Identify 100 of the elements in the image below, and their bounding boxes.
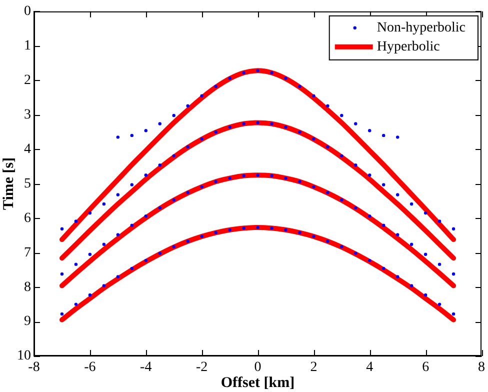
point [158,122,162,126]
point [130,183,134,186]
point [438,262,442,266]
point [102,284,106,288]
y-tick-label: 9 [24,314,31,330]
point [284,228,288,232]
point [424,293,428,297]
point [452,272,456,276]
point [102,202,106,206]
point [452,227,456,230]
point [228,126,232,129]
point [354,206,358,210]
point [74,302,78,306]
x-tick-label: -4 [140,360,152,376]
x-axis-title: Offset [km] [220,374,295,391]
point [144,173,148,177]
legend-label: Non-hyperbolic [376,20,466,36]
point [88,211,92,215]
point [186,104,190,108]
point [284,76,288,80]
point [116,233,120,236]
point [186,191,190,194]
point [116,136,120,139]
point [200,94,204,98]
y-tick-label: 1 [24,38,31,54]
point [102,242,106,246]
x-tick-label: 0 [254,360,262,376]
point [452,312,456,316]
y-axis-title: Time [s] [0,157,17,210]
x-tick-label: -2 [196,360,208,376]
x-tick-label: 6 [422,360,430,376]
point [130,134,134,138]
x-tick-label: -8 [28,360,40,376]
point [410,242,414,246]
point [312,185,316,188]
point [172,154,176,158]
point [368,173,372,177]
point [284,126,288,129]
point [228,76,232,80]
point [354,122,358,126]
point [368,258,372,262]
point [74,262,78,266]
x-tick-label: 4 [366,360,374,376]
point [424,252,428,256]
y-tick-label: 6 [24,210,31,226]
point [396,193,400,196]
point [214,231,218,234]
point [158,206,162,210]
point [256,69,260,72]
point [144,214,148,218]
point [60,312,64,316]
point [158,252,162,255]
point [74,220,78,223]
point [368,129,372,132]
point [284,176,288,180]
point [88,293,92,297]
point [214,84,218,88]
y-tick-label: 3 [24,107,31,122]
x-tick-label: 2 [310,360,318,376]
point [270,226,274,230]
point [144,258,148,262]
point [116,275,120,278]
point [298,130,302,134]
point [312,137,316,140]
point [382,224,386,227]
point [340,245,344,248]
y-tick-label: 10 [17,348,31,364]
point [214,130,218,134]
point [130,266,134,270]
point [340,198,344,202]
point [438,220,442,223]
x-tick-label: -6 [84,360,96,376]
point [158,163,162,167]
point [396,233,400,236]
point [144,129,148,132]
point [424,211,428,215]
point [396,136,400,139]
point [270,122,274,126]
point [130,224,134,227]
y-tick-label: 7 [24,245,31,260]
point [172,114,176,118]
y-tick-label: 5 [24,176,31,192]
point [228,176,232,180]
point [256,173,260,177]
point [228,228,232,232]
point [88,252,92,256]
point [242,71,246,74]
y-tick-label: 0 [24,4,31,20]
point [410,202,414,206]
point [382,183,386,186]
point [326,104,330,108]
point [298,231,302,234]
point [340,114,344,118]
point [116,193,120,196]
point [354,252,358,255]
point [382,134,386,138]
x-tick-label: 8 [478,360,485,376]
point [200,185,204,188]
point [60,272,64,276]
point [326,145,330,148]
